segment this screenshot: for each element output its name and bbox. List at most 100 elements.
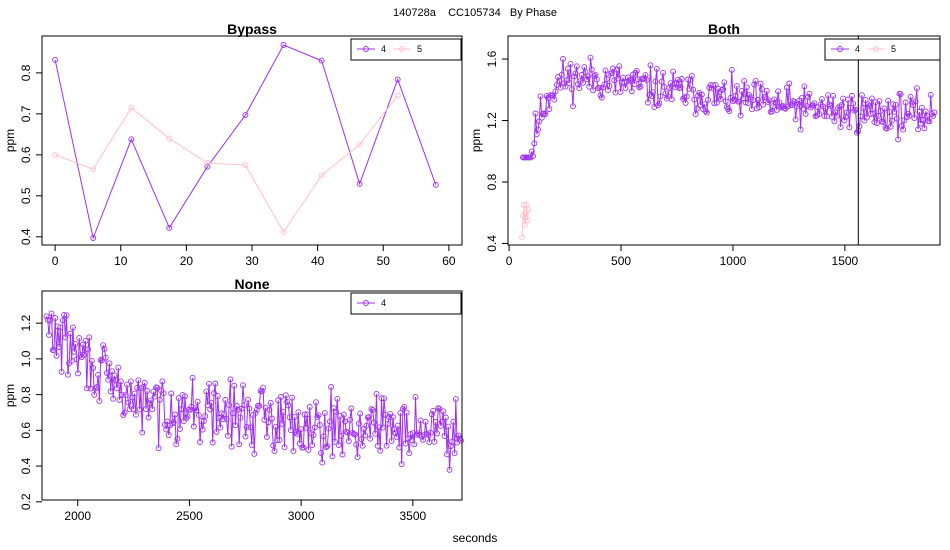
data-point [720, 86, 727, 93]
data-point [881, 105, 888, 112]
data-point [280, 42, 287, 48]
data-point [378, 395, 385, 402]
none-ylabel: ppm [3, 384, 17, 407]
data-point [847, 104, 854, 111]
data-point [103, 369, 110, 376]
data-point [316, 422, 323, 428]
legend-box [350, 292, 462, 315]
data-point [155, 445, 162, 452]
y-tick-label: 0.8 [485, 173, 499, 190]
data-point [525, 206, 532, 213]
data-point [728, 66, 735, 73]
data-point [519, 234, 526, 241]
data-point [362, 432, 369, 439]
data-point [763, 87, 770, 94]
data-point [131, 390, 138, 397]
data-point [291, 414, 298, 421]
data-point [647, 62, 654, 69]
data-point [144, 388, 151, 394]
data-point [740, 95, 747, 102]
data-point [178, 406, 185, 413]
data-point [284, 398, 291, 405]
data-point [891, 108, 898, 115]
data-point [240, 382, 246, 389]
data-point [173, 441, 180, 448]
data-point [73, 356, 80, 363]
data-point [101, 345, 108, 352]
data-point [752, 77, 759, 84]
x-tick-label: 3000 [288, 509, 315, 523]
data-point [266, 406, 273, 413]
data-point [52, 56, 59, 63]
data-point [328, 384, 335, 390]
legend-marker-5 [873, 46, 879, 52]
data-point [605, 87, 611, 94]
data-point [143, 406, 149, 412]
data-point [128, 136, 135, 143]
none-plot-frame [41, 290, 463, 501]
data-point [396, 444, 403, 451]
data-point [320, 433, 327, 440]
data-point [174, 435, 181, 442]
data-point [521, 222, 528, 228]
data-point [325, 425, 332, 432]
data-point [189, 374, 196, 381]
data-point [832, 109, 839, 116]
data-point [135, 377, 142, 384]
data-point [359, 442, 366, 449]
data-point [63, 312, 70, 319]
data-point [62, 334, 69, 341]
data-point [698, 91, 705, 98]
data-point [356, 180, 363, 187]
data-point [772, 99, 779, 106]
data-point [274, 437, 280, 443]
data-point [136, 406, 143, 413]
data-point [342, 418, 348, 425]
data-point [130, 406, 137, 412]
data-point [285, 402, 292, 409]
data-point [392, 430, 399, 437]
data-point [876, 98, 883, 105]
data-point [76, 335, 83, 342]
data-point [352, 431, 359, 438]
y-tick-label: 0.6 [19, 422, 33, 439]
data-point [900, 126, 907, 133]
data-point [722, 98, 729, 105]
data-point [792, 116, 799, 123]
data-point [520, 202, 527, 208]
data-point [59, 317, 66, 324]
data-point [552, 88, 559, 95]
data-point [166, 224, 173, 231]
data-point [365, 414, 372, 421]
data-point [119, 391, 125, 398]
data-point [46, 331, 52, 338]
data-point [326, 418, 333, 425]
data-point [637, 83, 644, 90]
data-point [440, 408, 447, 415]
data-point [455, 432, 462, 439]
data-point [232, 422, 239, 429]
data-point [302, 424, 309, 431]
data-point [347, 416, 353, 423]
data-point [223, 416, 230, 423]
y-tick-label: 0.4 [19, 457, 33, 474]
data-point [377, 447, 384, 454]
data-point [586, 83, 593, 90]
y-tick-label: 0.2 [19, 493, 33, 510]
data-point [251, 450, 258, 457]
data-point [593, 76, 600, 83]
y-tick-label: 0.8 [19, 64, 33, 81]
y-tick-label: 0.4 [19, 228, 33, 245]
data-point [204, 163, 211, 170]
data-point [732, 93, 739, 99]
data-point [890, 101, 897, 108]
data-point [245, 396, 251, 403]
data-point [403, 409, 410, 416]
data-point [263, 433, 270, 440]
data-point [93, 384, 100, 391]
data-point [578, 72, 585, 78]
data-point [279, 420, 285, 427]
data-point [233, 403, 240, 409]
